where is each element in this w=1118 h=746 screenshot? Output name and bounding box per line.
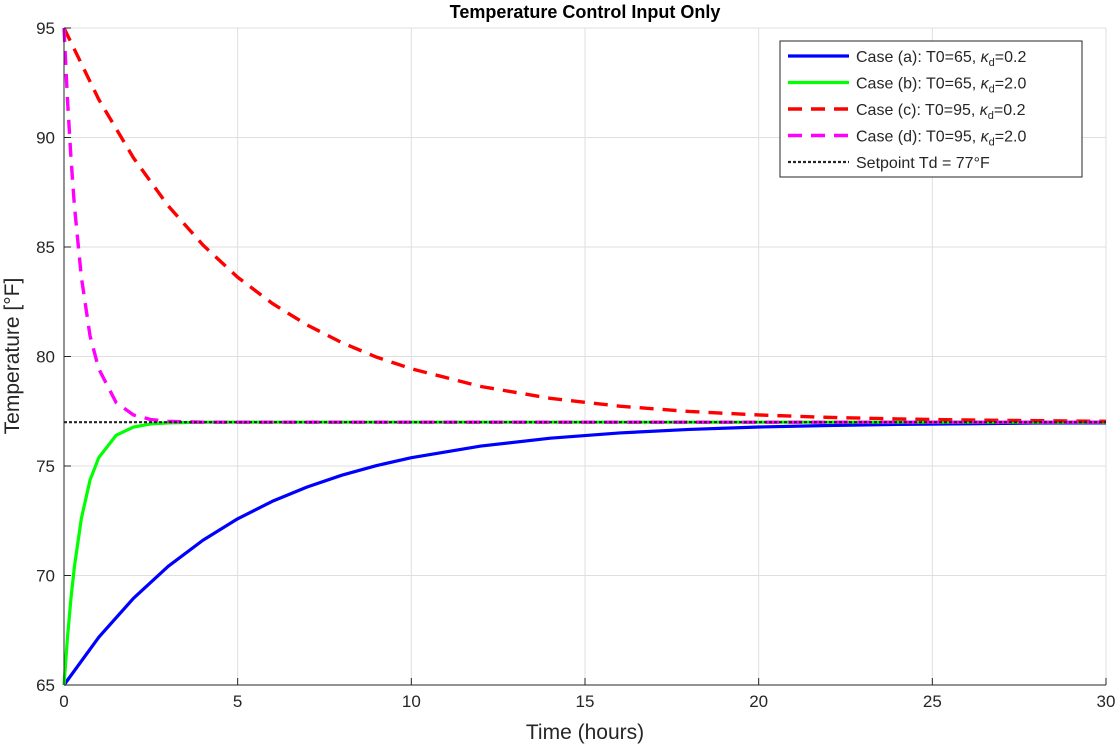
legend-entry-label: Case (a): T0=65, κd=0.2: [856, 49, 1026, 69]
series-line-4: [62, 27, 1106, 424]
y-tick-label: 75: [36, 457, 55, 476]
series-line-3: [62, 27, 1107, 424]
x-axis-label: Time (hours): [526, 721, 644, 744]
series-layer: [62, 27, 1107, 686]
legend-entry-label: Case (d): T0=95, κd=2.0: [856, 129, 1026, 149]
x-tick-label: 5: [233, 692, 242, 711]
axes: 0 5 10 15 20 25 30 65 70 75 80 85 90 95: [36, 19, 1115, 711]
y-axis-label: Temperature [°F]: [1, 278, 24, 435]
x-tick-label: 20: [749, 692, 768, 711]
legend-box: [779, 40, 1083, 178]
legend-entry-label: Case (c): T0=95, κd=0.2: [856, 102, 1026, 122]
x-tick-label: 30: [1097, 692, 1116, 711]
y-tick-label: 95: [36, 19, 55, 38]
x-tick-label: 10: [402, 692, 421, 711]
y-tick-label: 90: [36, 129, 55, 148]
chart-title: Temperature Control Input Only: [450, 2, 721, 22]
x-tick-label: 25: [923, 692, 942, 711]
x-tick-label: 15: [576, 692, 595, 711]
y-tick-label: 70: [36, 567, 55, 586]
legend-entry-label: Case (b): T0=65, κd=2.0: [856, 76, 1026, 96]
legend-entry-label: Setpoint Td = 77°F: [856, 155, 990, 172]
y-tick-label: 65: [36, 676, 55, 695]
series-line-1: [62, 421, 1107, 686]
legend: Case (a): T0=65, κd=0.2 Case (b): T0=65, …: [779, 40, 1083, 178]
y-tick-label: 80: [36, 348, 55, 367]
y-tick-label: 85: [36, 238, 55, 257]
x-tick-label: 0: [59, 692, 68, 711]
